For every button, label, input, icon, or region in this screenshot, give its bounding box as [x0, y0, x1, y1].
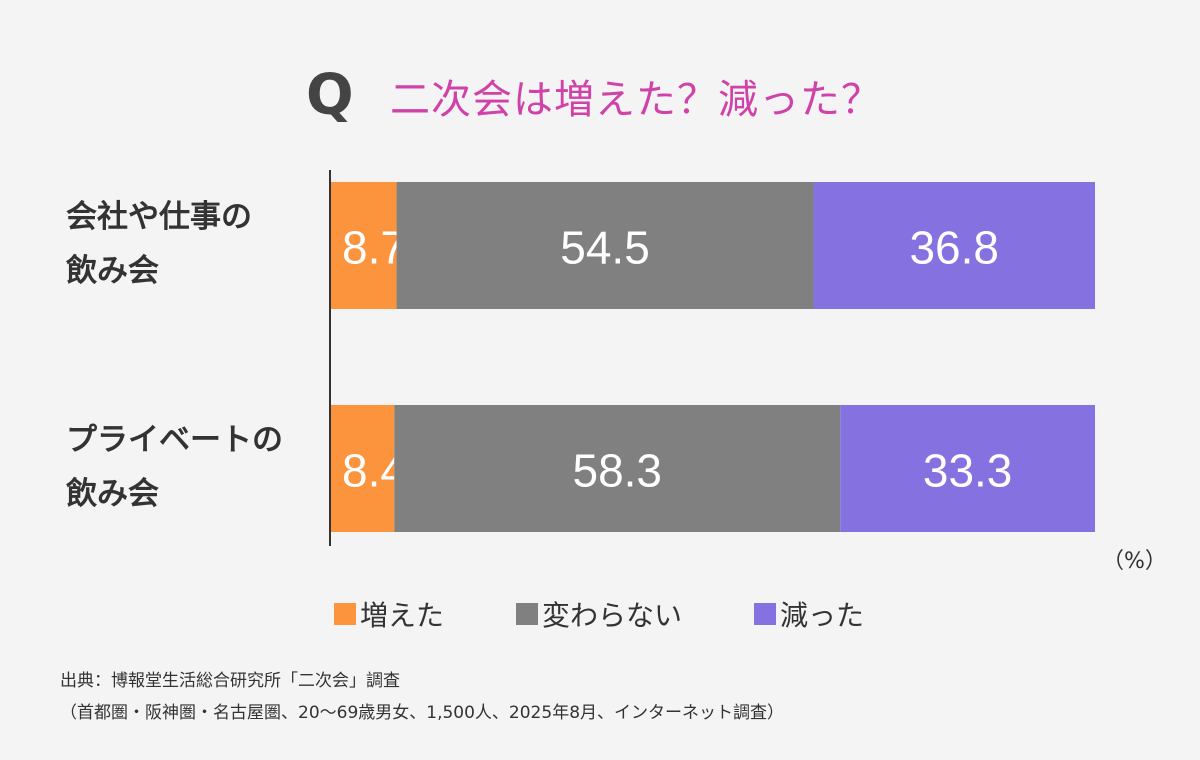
- q-mark: Q: [306, 63, 354, 128]
- legend-swatch-decreased: [754, 603, 776, 625]
- bar-segment-unchanged-row1: [396, 182, 814, 309]
- legend-label-increased: 増えた: [360, 599, 445, 632]
- legend-swatch-unchanged: [516, 603, 538, 625]
- legend-label-unchanged: 変わらない: [542, 599, 683, 632]
- bar-segment-unchanged-row2: [394, 405, 841, 532]
- data-label-unchanged-row1: 54.5: [560, 222, 650, 274]
- question-title: 二次会は増えた？減った？: [390, 77, 882, 123]
- source-line-1: 出典：博報堂生活総合研究所「二次会」調査: [60, 671, 400, 691]
- row-label-private-line1: プライベートの: [66, 422, 283, 458]
- legend-item-unchanged: 変わらない: [516, 594, 682, 634]
- question-header: Q 二次会は増えた？減った？: [0, 62, 1200, 142]
- legend-item-increased: 増えた: [334, 594, 444, 634]
- legend-label-decreased: 減った: [780, 599, 865, 632]
- bar-segment-increased-row1: [330, 182, 397, 309]
- bar-segment-decreased-row2: [840, 405, 1095, 532]
- data-label-decreased-row1: 36.8: [909, 222, 999, 274]
- data-label-unchanged-row2: 58.3: [572, 445, 662, 497]
- bar-segment-decreased-row1: [813, 182, 1095, 309]
- row-label-private-line2: 飲み会: [66, 476, 159, 512]
- bar-segment-increased-row2: [330, 405, 395, 532]
- unit-label: （%）: [1102, 549, 1167, 574]
- row-label-work-line2: 飲み会: [66, 253, 159, 289]
- data-label-increased-row1: 8.7: [342, 222, 406, 274]
- row-label-work-line1: 会社や仕事の: [66, 199, 252, 235]
- legend-item-decreased: 減った: [754, 594, 864, 634]
- source-line-2: （首都圏・阪神圏・名古屋圏、20～69歳男女、1,500人、2025年8月、イン…: [60, 703, 785, 723]
- data-label-decreased-row2: 33.3: [923, 445, 1013, 497]
- legend-swatch-increased: [334, 603, 356, 625]
